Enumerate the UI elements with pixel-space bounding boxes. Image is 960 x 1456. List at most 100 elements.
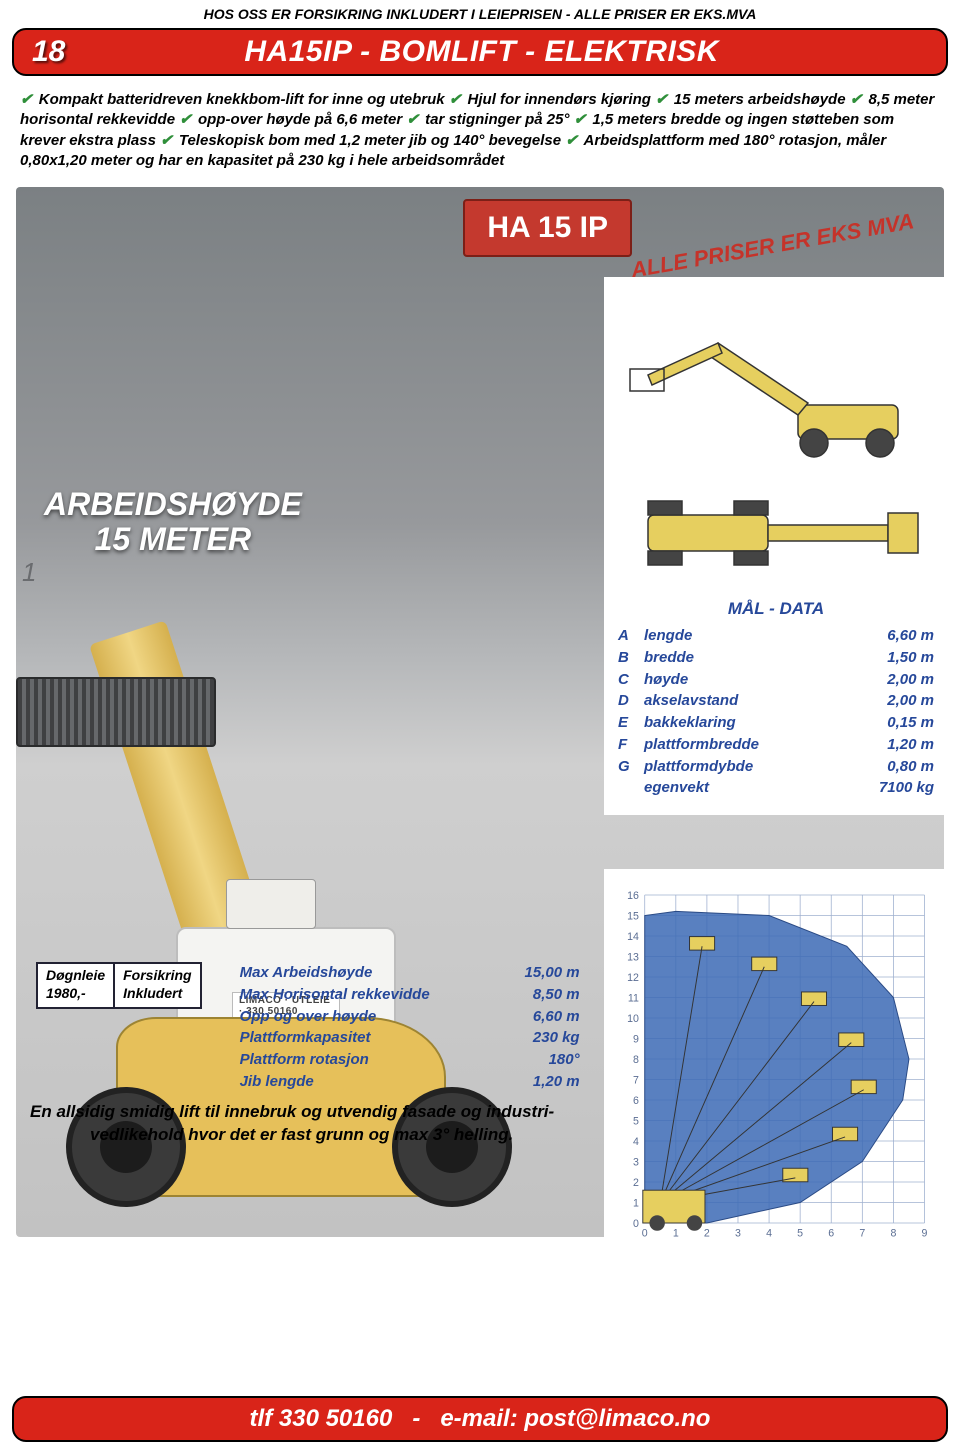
bottom-description: En allsidig smidig lift til innebruk og … [30,1101,620,1147]
spec-row: Plattform rotasjon 180° [240,1049,580,1071]
mal-value: 2,00 m [844,690,934,712]
spec-row: Max Arbeidshøyde 15,00 m [240,962,580,984]
work-height-line2: 15 METER [44,522,302,557]
svg-text:7: 7 [633,1074,639,1086]
model-badge: HA 15 IP [463,199,632,257]
mal-key: C [618,669,644,691]
mal-row: E bakkeklaring 0,15 m [618,712,934,734]
check-icon: ✔ [655,91,668,108]
check-icon: ✔ [20,91,33,108]
mal-key: D [618,690,644,712]
mal-label: egenvekt [644,777,844,799]
svg-text:8: 8 [633,1054,639,1066]
mal-key: A [618,625,644,647]
mal-value: 0,80 m [844,756,934,778]
price-day-value: 1980,- [46,985,105,1003]
bottom-line2: vedlikehold hvor det er fast grunn og ma… [30,1124,620,1147]
svg-text:2: 2 [704,1228,710,1240]
svg-text:11: 11 [628,992,639,1004]
spec-label: Max Arbeidshøyde [240,962,500,984]
mal-label: høyde [644,669,844,691]
svg-text:13: 13 [627,951,639,963]
spec-label: Opp og over høyde [240,1006,500,1028]
bottom-line1: En allsidig smidig lift til innebruk og … [30,1101,620,1124]
svg-text:5: 5 [633,1115,639,1127]
svg-text:4: 4 [633,1136,639,1148]
footer-email: e-mail: post@limaco.no [440,1405,710,1433]
svg-text:16: 16 [627,890,639,902]
tech-drawing-side [618,285,930,465]
mal-label: plattformbredde [644,734,844,756]
work-height-line1: ARBEIDSHØYDE [44,487,302,522]
side-panel: MÅL - DATA A lengde 6,60 m B bredde 1,50… [604,277,944,815]
spec-row: Jib lengde 1,20 m [240,1071,580,1093]
check-icon: ✔ [565,132,578,149]
price-box: Døgnleie 1980,- Forsikring Inkludert [36,962,202,1009]
price-spec-row: Døgnleie 1980,- Forsikring Inkludert Max… [36,962,580,1093]
work-height-callout: ARBEIDSHØYDE 15 METER [44,487,302,557]
svg-text:0: 0 [642,1228,648,1240]
svg-text:1: 1 [633,1197,639,1209]
spec-label: Plattform rotasjon [240,1049,500,1071]
svg-text:9: 9 [922,1228,928,1240]
page-number: 18 [32,35,65,69]
footer-sep: - [412,1405,420,1433]
mal-value: 7100 kg [844,777,934,799]
mal-label: bakkeklaring [644,712,844,734]
svg-text:7: 7 [859,1228,865,1240]
insurance-label: Forsikring [123,967,191,985]
main-content: 1 LIMACO · UTLEIE · 330 50160 ARBEIDSHØY… [16,187,944,1237]
check-icon: ✔ [574,111,587,128]
mal-row: A lengde 6,60 m [618,625,934,647]
spec-label: Max Horisontal rekkevidde [240,984,500,1006]
footer-phone: tlf 330 50160 [250,1405,393,1433]
spec-value: 1,20 m [500,1071,580,1093]
spec-value: 6,60 m [500,1006,580,1028]
svg-text:6: 6 [828,1228,834,1240]
title-bar: 18 HA15IP - BOMLIFT - ELEKTRISK [12,28,948,76]
check-icon: ✔ [449,91,462,108]
reach-diagram: 0123456789101112131415160123456789 [604,869,944,1249]
mal-label: akselavstand [644,690,844,712]
svg-text:1: 1 [673,1228,679,1240]
mal-key [618,777,644,799]
mal-row: D akselavstand 2,00 m [618,690,934,712]
tech-drawing-top [618,477,930,587]
spec-row: Plattformkapasitet 230 kg [240,1027,580,1049]
spec-value: 180° [500,1049,580,1071]
mal-value: 0,15 m [844,712,934,734]
mal-key: B [618,647,644,669]
svg-text:3: 3 [633,1156,639,1168]
mal-value: 2,00 m [844,669,934,691]
mal-row: B bredde 1,50 m [618,647,934,669]
photo-index-label: 1 [22,557,36,588]
mal-data-title: MÅL - DATA [618,599,934,619]
spec-value: 230 kg [500,1027,580,1049]
svg-text:2: 2 [633,1177,639,1189]
spec-row: Opp og over høyde 6,60 m [240,1006,580,1028]
mal-row: egenvekt 7100 kg [618,777,934,799]
check-icon: ✔ [160,132,173,149]
mal-value: 1,50 m [844,647,934,669]
spec-label: Plattformkapasitet [240,1027,500,1049]
spec-block: Max Arbeidshøyde 15,00 m Max Horisontal … [240,962,580,1093]
mal-row: F plattformbredde 1,20 m [618,734,934,756]
check-icon: ✔ [850,91,863,108]
svg-text:9: 9 [633,1033,639,1045]
svg-text:12: 12 [627,972,639,984]
page-title: HA15IP - BOMLIFT - ELEKTRISK [65,35,898,69]
mal-key: F [618,734,644,756]
price-day-label: Døgnleie [46,967,105,985]
top-strapline: HOS OSS ER FORSIKRING INKLUDERT I LEIEPR… [0,0,960,24]
mal-value: 1,20 m [844,734,934,756]
svg-text:0: 0 [633,1218,639,1230]
footer-bar: tlf 330 50160 - e-mail: post@limaco.no [12,1396,948,1442]
mal-row: G plattformdybde 0,80 m [618,756,934,778]
svg-text:14: 14 [627,931,639,943]
spec-label: Jib lengde [240,1071,500,1093]
svg-text:6: 6 [633,1095,639,1107]
svg-text:15: 15 [627,910,639,922]
svg-text:3: 3 [735,1228,741,1240]
svg-text:4: 4 [766,1228,772,1240]
spec-value: 8,50 m [500,984,580,1006]
